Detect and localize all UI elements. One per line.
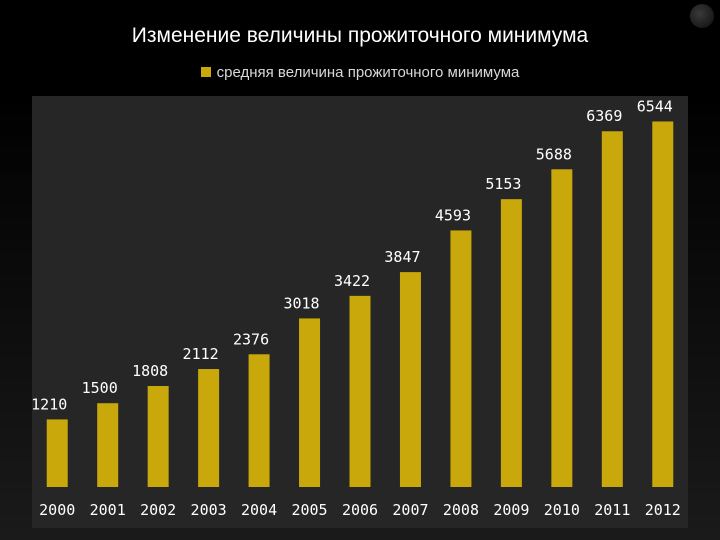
x-tick-2011: 2011 <box>594 501 630 519</box>
bar-2000 <box>46 419 68 487</box>
x-tick-2007: 2007 <box>392 501 428 519</box>
value-label-2007: 3847 <box>384 248 420 266</box>
value-label-2005: 3018 <box>283 294 319 312</box>
bars-group <box>46 121 674 488</box>
legend-swatch <box>200 67 211 77</box>
x-tick-2012: 2012 <box>645 501 681 519</box>
bar-2012 <box>652 121 674 487</box>
bar-2007 <box>399 272 421 487</box>
value-labels-group: 1210 1500 1808 2112 2376 3018 3422 3847 4593 5153… <box>31 97 673 413</box>
bar-2002 <box>147 386 169 487</box>
x-tick-2010: 2010 <box>544 501 580 519</box>
x-tick-2000: 2000 <box>39 501 75 519</box>
value-label-2004: 2376 <box>233 330 269 348</box>
corner-decoration <box>690 4 714 28</box>
value-label-2011: 6369 <box>586 107 622 125</box>
x-tick-2008: 2008 <box>443 501 479 519</box>
bar-2006 <box>349 295 371 487</box>
x-tick-2005: 2005 <box>291 501 327 519</box>
chart-title: Изменение величины прожиточного минимума <box>131 24 589 47</box>
x-axis-ticks: 2000 2001 2002 2003 2004 2005 2006 2007 2008 2009… <box>39 501 681 519</box>
value-label-2012: 6544 <box>637 97 673 115</box>
bar-2010 <box>551 169 573 487</box>
bar-2011 <box>601 131 623 487</box>
bar-2009 <box>500 199 522 487</box>
value-label-2001: 1500 <box>82 379 118 397</box>
value-label-2000: 1210 <box>31 395 67 413</box>
x-tick-2001: 2001 <box>90 501 126 519</box>
x-tick-2009: 2009 <box>493 501 529 519</box>
value-label-2008: 4593 <box>435 206 471 224</box>
value-label-2009: 5153 <box>485 175 521 193</box>
bar-2004 <box>248 354 270 487</box>
bar-2001 <box>97 403 119 487</box>
x-tick-2006: 2006 <box>342 501 378 519</box>
value-label-2002: 1808 <box>132 362 168 380</box>
x-tick-2002: 2002 <box>140 501 176 519</box>
bar-2005 <box>299 318 321 487</box>
bar-2003 <box>198 369 220 487</box>
x-tick-2003: 2003 <box>191 501 227 519</box>
chart-legend: средняя величина прожиточного минимума <box>0 64 720 81</box>
legend-label: средняя величина прожиточного минимума <box>216 64 520 81</box>
value-label-2006: 3422 <box>334 272 370 290</box>
value-label-2003: 2112 <box>183 345 219 363</box>
x-tick-2004: 2004 <box>241 501 277 519</box>
value-label-2010: 5688 <box>536 145 572 163</box>
bar-2008 <box>450 230 472 488</box>
